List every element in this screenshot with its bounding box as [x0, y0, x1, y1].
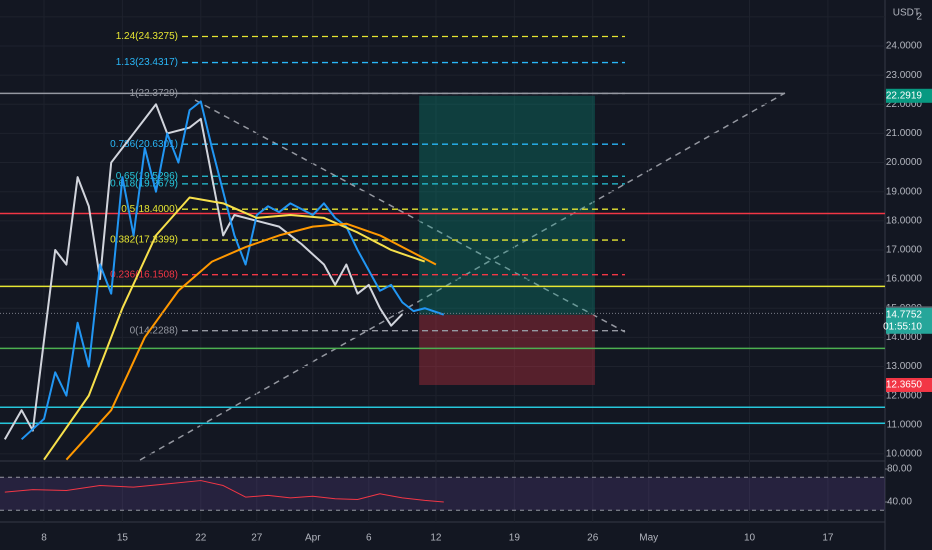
- x-tick-label: 6: [366, 533, 372, 544]
- entry-tag-bg: [886, 307, 932, 334]
- fib-label: 0.786(20.6301): [110, 139, 178, 150]
- fib-label: 0.618(19.2679): [110, 179, 178, 190]
- x-tick-label: Apr: [305, 533, 321, 544]
- x-tick-label: 10: [744, 533, 756, 544]
- countdown: 01:55:10: [883, 321, 922, 332]
- y-tick-label: 12.0000: [886, 390, 923, 401]
- price-line: [4, 480, 444, 503]
- fib-label: 1.13(23.4317): [116, 57, 178, 68]
- stop-tag-bg: [886, 377, 932, 392]
- y-tick-label: 18.0000: [886, 215, 923, 226]
- y-tick-label: 22.0000: [886, 99, 923, 110]
- y-tick-label: 14.0000: [886, 332, 923, 343]
- target-tag-bg: [886, 88, 932, 103]
- entry-label: 14.7752: [886, 309, 923, 320]
- trend-line: [194, 99, 626, 333]
- x-tick-label: 17: [822, 533, 834, 544]
- price-line: [65, 222, 437, 461]
- y-tick-label: 10.0000: [886, 449, 923, 460]
- stop-label: 12.3650: [886, 380, 923, 391]
- price-line: [43, 196, 426, 461]
- rsi-band: [0, 477, 885, 511]
- rsi-tick-label: 80.00: [887, 464, 912, 475]
- y-tick-label: 20.0000: [886, 157, 923, 168]
- y-tick-label: 23.0000: [886, 70, 923, 81]
- y-tick-label: 13.0000: [886, 361, 923, 372]
- x-tick-label: 12: [430, 533, 442, 544]
- target-label: 22.2919: [886, 90, 923, 101]
- x-tick-label: 22: [195, 533, 207, 544]
- y-tick-label: 16.0000: [886, 274, 923, 285]
- x-tick-label: May: [639, 533, 658, 544]
- fib-label: 0.5(18.4000): [121, 204, 178, 215]
- y-tick-label: 21.0000: [886, 128, 923, 139]
- trend-line: [139, 92, 786, 461]
- fib-label: 0.382(17.3399): [110, 235, 178, 246]
- y-tick-label: 19.0000: [886, 186, 923, 197]
- currency: USDT: [893, 8, 920, 19]
- x-tick-label: 8: [41, 533, 47, 544]
- fib-label: 0.236(16.1508): [110, 269, 178, 280]
- x-tick-label: 19: [509, 533, 521, 544]
- x-tick-label: 26: [587, 533, 599, 544]
- rsi-tick-label: 40.00: [887, 497, 912, 508]
- y-tick-label: 24.0000: [886, 41, 923, 52]
- position-loss: [419, 314, 595, 385]
- x-tick-label: 15: [117, 533, 129, 544]
- fib-label: 1(22.3729): [130, 88, 178, 99]
- y-tick-label: 17.0000: [886, 245, 923, 256]
- y-tick-label: 2: [916, 12, 922, 23]
- fib-label: 0.65(19.5296): [116, 171, 178, 182]
- y-tick-label: 11.0000: [887, 419, 923, 430]
- price-line: [20, 100, 445, 441]
- x-tick-label: 27: [251, 533, 263, 544]
- price-line: [3, 103, 404, 440]
- position-profit: [419, 95, 595, 315]
- fib-label: 0(14.2288): [130, 325, 178, 336]
- fib-label: 1.24(24.3275): [116, 31, 178, 42]
